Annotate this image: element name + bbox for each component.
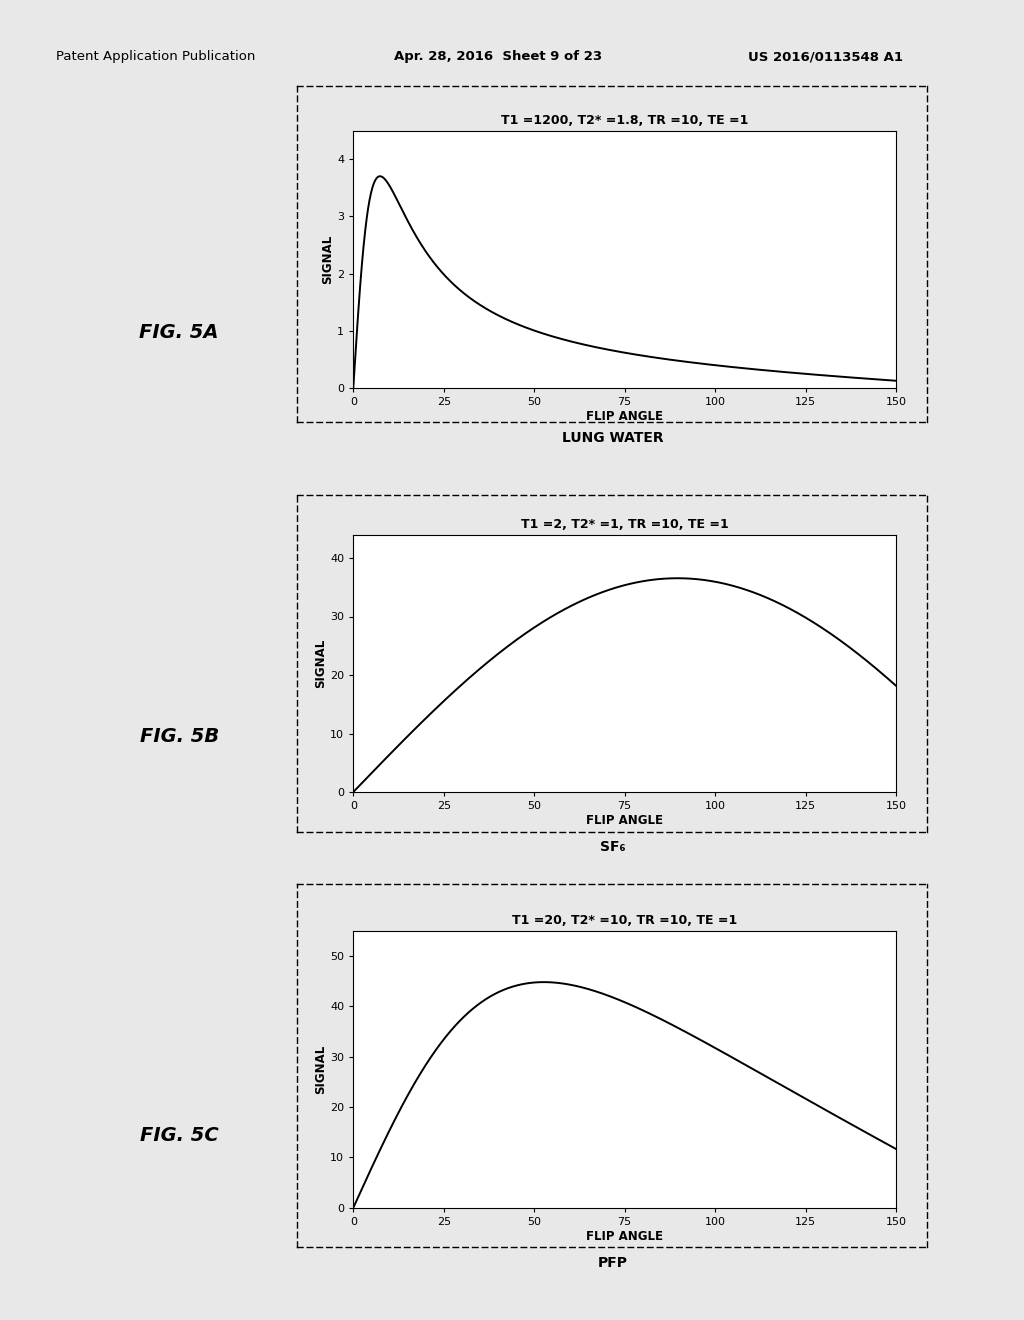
- Text: US 2016/0113548 A1: US 2016/0113548 A1: [748, 50, 902, 63]
- X-axis label: FLIP ANGLE: FLIP ANGLE: [586, 1230, 664, 1242]
- Y-axis label: SIGNAL: SIGNAL: [314, 639, 328, 688]
- Text: Patent Application Publication: Patent Application Publication: [56, 50, 256, 63]
- Title: T1 =2, T2* =1, TR =10, TE =1: T1 =2, T2* =1, TR =10, TE =1: [521, 517, 728, 531]
- Y-axis label: SIGNAL: SIGNAL: [322, 235, 335, 284]
- Title: T1 =20, T2* =10, TR =10, TE =1: T1 =20, T2* =10, TR =10, TE =1: [512, 913, 737, 927]
- Text: Apr. 28, 2016  Sheet 9 of 23: Apr. 28, 2016 Sheet 9 of 23: [394, 50, 602, 63]
- X-axis label: FLIP ANGLE: FLIP ANGLE: [586, 814, 664, 826]
- X-axis label: FLIP ANGLE: FLIP ANGLE: [586, 411, 664, 422]
- Text: SF₆: SF₆: [599, 841, 626, 854]
- Y-axis label: SIGNAL: SIGNAL: [314, 1044, 328, 1094]
- Title: T1 =1200, T2* =1.8, TR =10, TE =1: T1 =1200, T2* =1.8, TR =10, TE =1: [501, 114, 749, 127]
- Text: FIG. 5C: FIG. 5C: [140, 1126, 218, 1144]
- Text: FIG. 5B: FIG. 5B: [139, 727, 219, 746]
- Text: FIG. 5A: FIG. 5A: [139, 323, 219, 342]
- Text: PFP: PFP: [597, 1257, 628, 1270]
- Text: LUNG WATER: LUNG WATER: [561, 432, 664, 445]
